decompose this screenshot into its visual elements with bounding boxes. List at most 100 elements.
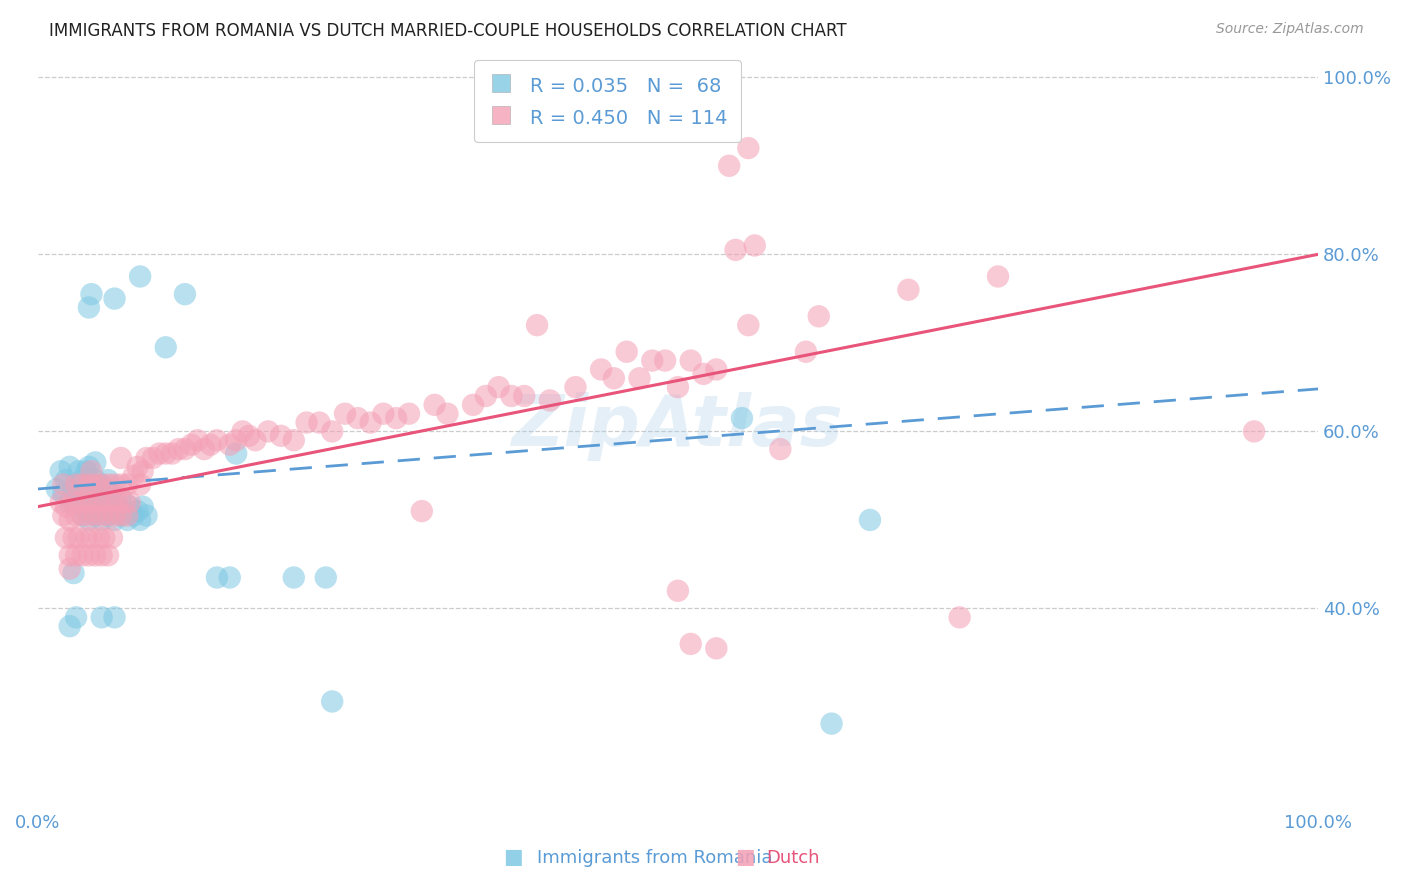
Point bbox=[148, 446, 170, 460]
Point bbox=[200, 438, 222, 452]
Point bbox=[65, 610, 87, 624]
Point bbox=[59, 619, 82, 633]
Point bbox=[315, 570, 337, 584]
Point bbox=[423, 398, 446, 412]
Point bbox=[59, 513, 82, 527]
Point bbox=[122, 468, 145, 483]
Point bbox=[67, 531, 90, 545]
Point bbox=[692, 367, 714, 381]
Point bbox=[238, 429, 260, 443]
Point bbox=[101, 531, 124, 545]
Point bbox=[84, 549, 107, 563]
Point bbox=[704, 362, 727, 376]
Point bbox=[475, 389, 498, 403]
Point bbox=[75, 504, 97, 518]
Point bbox=[616, 344, 638, 359]
Point bbox=[949, 610, 972, 624]
Point bbox=[80, 500, 103, 514]
Point bbox=[84, 477, 107, 491]
Point bbox=[90, 477, 112, 491]
Point bbox=[97, 473, 120, 487]
Point bbox=[232, 425, 254, 439]
Text: ZipAtlas: ZipAtlas bbox=[512, 392, 844, 461]
Point bbox=[737, 318, 759, 333]
Point bbox=[225, 434, 247, 448]
Point bbox=[135, 450, 157, 465]
Point bbox=[103, 610, 125, 624]
Point bbox=[114, 495, 136, 509]
Point bbox=[987, 269, 1010, 284]
Point bbox=[308, 416, 330, 430]
Point bbox=[103, 477, 125, 491]
Point bbox=[93, 495, 115, 509]
Point bbox=[704, 641, 727, 656]
Point bbox=[131, 500, 153, 514]
Point bbox=[513, 389, 536, 403]
Point bbox=[75, 495, 97, 509]
Point bbox=[174, 287, 197, 301]
Point bbox=[72, 473, 94, 487]
Legend: R = 0.035   N =  68, R = 0.450   N = 114: R = 0.035 N = 68, R = 0.450 N = 114 bbox=[474, 61, 741, 142]
Point bbox=[90, 513, 112, 527]
Text: Immigrants from Romania: Immigrants from Romania bbox=[537, 849, 772, 867]
Point bbox=[679, 637, 702, 651]
Point bbox=[591, 362, 613, 376]
Point bbox=[65, 508, 87, 523]
Text: ■: ■ bbox=[735, 847, 755, 867]
Point bbox=[360, 416, 382, 430]
Point bbox=[80, 495, 103, 509]
Point bbox=[127, 504, 149, 518]
Point bbox=[174, 442, 197, 456]
Point bbox=[117, 513, 139, 527]
Point bbox=[77, 477, 100, 491]
Point bbox=[62, 531, 84, 545]
Point bbox=[80, 531, 103, 545]
Point bbox=[93, 500, 115, 514]
Point bbox=[718, 159, 741, 173]
Point bbox=[55, 531, 77, 545]
Point bbox=[744, 238, 766, 252]
Point bbox=[155, 340, 177, 354]
Point bbox=[117, 508, 139, 523]
Point bbox=[72, 477, 94, 491]
Point bbox=[225, 446, 247, 460]
Point bbox=[807, 310, 830, 324]
Point bbox=[654, 353, 676, 368]
Point bbox=[1243, 425, 1265, 439]
Point bbox=[59, 495, 82, 509]
Point bbox=[65, 477, 87, 491]
Point bbox=[89, 531, 111, 545]
Point bbox=[110, 508, 132, 523]
Point bbox=[603, 371, 626, 385]
Point bbox=[679, 353, 702, 368]
Point bbox=[283, 570, 305, 584]
Point bbox=[526, 318, 548, 333]
Point bbox=[97, 508, 120, 523]
Point bbox=[62, 482, 84, 496]
Point bbox=[101, 495, 124, 509]
Point bbox=[411, 504, 433, 518]
Point bbox=[97, 491, 120, 505]
Point bbox=[103, 495, 125, 509]
Point bbox=[436, 407, 458, 421]
Point bbox=[488, 380, 510, 394]
Point bbox=[859, 513, 882, 527]
Point bbox=[84, 455, 107, 469]
Point bbox=[118, 495, 141, 509]
Text: IMMIGRANTS FROM ROMANIA VS DUTCH MARRIED-COUPLE HOUSEHOLDS CORRELATION CHART: IMMIGRANTS FROM ROMANIA VS DUTCH MARRIED… bbox=[49, 22, 846, 40]
Point bbox=[666, 583, 689, 598]
Point bbox=[59, 562, 82, 576]
Point bbox=[110, 477, 132, 491]
Point bbox=[67, 495, 90, 509]
Point bbox=[52, 486, 75, 500]
Point bbox=[49, 495, 72, 509]
Point bbox=[77, 301, 100, 315]
Point bbox=[737, 141, 759, 155]
Text: Source: ZipAtlas.com: Source: ZipAtlas.com bbox=[1216, 22, 1364, 37]
Point bbox=[93, 531, 115, 545]
Point bbox=[218, 438, 240, 452]
Point bbox=[187, 434, 209, 448]
Point bbox=[321, 425, 343, 439]
Point bbox=[62, 495, 84, 509]
Point bbox=[205, 570, 228, 584]
